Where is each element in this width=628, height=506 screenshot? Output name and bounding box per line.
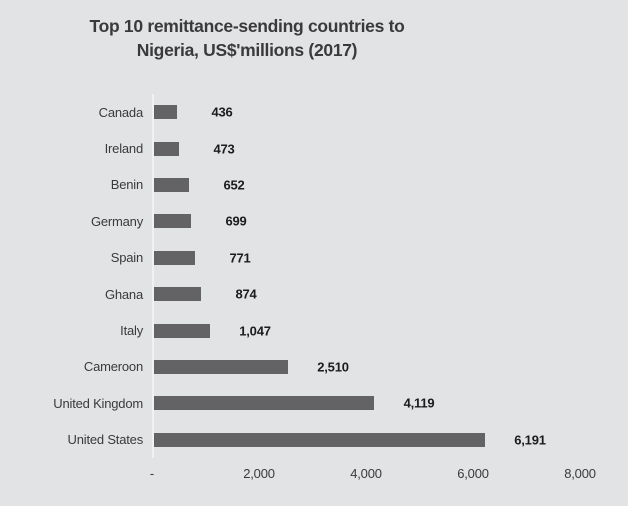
value-label: 2,510: [317, 359, 349, 375]
value-label: 699: [225, 213, 247, 229]
bar: [154, 105, 177, 120]
bar: [154, 323, 210, 338]
value-label: 4,119: [403, 395, 435, 411]
bar-row: Ghana 874: [0, 276, 628, 312]
value-label: 771: [229, 250, 251, 266]
value-label: 6,191: [514, 432, 546, 448]
bar: [154, 359, 288, 374]
bar: [154, 141, 179, 156]
bar-row: Germany 699: [0, 203, 628, 239]
bar-row: Cameroon 2,510: [0, 349, 628, 385]
value-label: 652: [223, 177, 245, 193]
category-label: Spain: [110, 250, 143, 266]
x-tick-label: -: [149, 466, 155, 481]
bar-row: Ireland 473: [0, 130, 628, 166]
category-label: Canada: [98, 104, 144, 120]
category-label: United States: [67, 432, 144, 448]
bar: [154, 287, 201, 302]
category-label: Ireland: [104, 141, 144, 157]
value-label: 436: [211, 104, 233, 120]
bar: [154, 214, 191, 229]
category-label: Cameroon: [83, 359, 143, 375]
category-label: United Kingdom: [53, 395, 143, 411]
value-label: 473: [213, 141, 235, 157]
x-tick-label: 8,000: [564, 466, 596, 481]
x-tick-label: 6,000: [457, 466, 489, 481]
plot-area: Canada 436 Ireland 473 Benin 652 Germany 699 Spa…: [0, 94, 628, 458]
category-label: Germany: [90, 213, 143, 229]
value-label: 1,047: [239, 323, 271, 339]
chart-title-line-2: Nigeria, US$'millions (2017): [136, 40, 358, 60]
bar: [154, 177, 189, 192]
x-axis: - 2,000 4,000 6,000 8,000: [0, 466, 628, 486]
bar: [154, 250, 195, 265]
x-tick-label: 4,000: [350, 466, 382, 481]
category-label: Ghana: [104, 286, 143, 302]
bar: [154, 432, 485, 447]
category-label: Benin: [110, 177, 143, 193]
bar-row: United Kingdom 4,119: [0, 385, 628, 421]
y-axis-line: [152, 94, 154, 458]
chart-title: Top 10 remittance-sending countries to N…: [0, 14, 494, 62]
bar-row: Spain 771: [0, 240, 628, 276]
bar-row: United States 6,191: [0, 422, 628, 458]
bar-row: Canada 436: [0, 94, 628, 130]
x-tick-label: 2,000: [243, 466, 275, 481]
bar-row: Benin 652: [0, 167, 628, 203]
bar-row: Italy 1,047: [0, 312, 628, 348]
value-label: 874: [235, 286, 257, 302]
bar: [154, 396, 374, 411]
chart-title-line-1: Top 10 remittance-sending countries to: [89, 16, 405, 36]
category-label: Italy: [120, 323, 143, 339]
